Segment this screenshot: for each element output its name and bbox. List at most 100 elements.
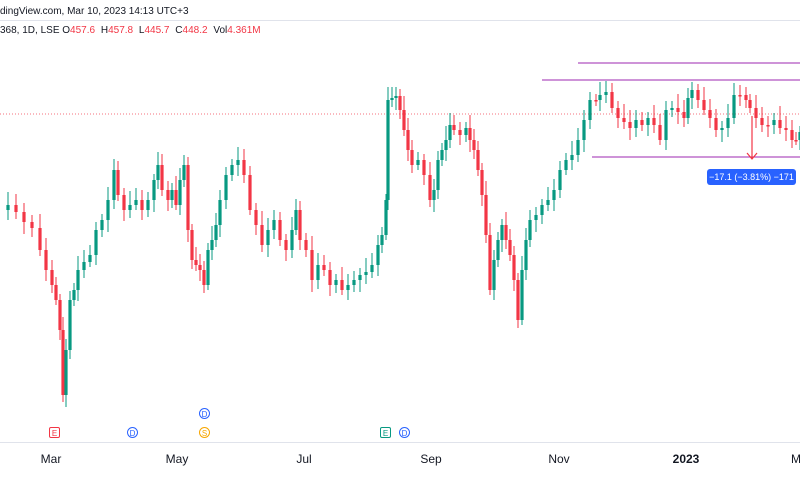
candle-body bbox=[334, 280, 338, 285]
ohlc-low-value: 445.7 bbox=[144, 25, 170, 36]
ohlc-open-label: O bbox=[62, 25, 71, 36]
candle-body bbox=[726, 118, 730, 128]
candles-group bbox=[6, 81, 800, 407]
candle-body bbox=[738, 95, 742, 97]
candle-body bbox=[512, 255, 516, 280]
candle-body bbox=[22, 212, 26, 222]
chart-source-line: dingView.com, Mar 10, 2023 14:13 UTC+3 bbox=[0, 6, 800, 20]
candle-body bbox=[588, 100, 592, 120]
candle-body bbox=[82, 262, 86, 270]
candle-body bbox=[248, 175, 252, 210]
candle-body bbox=[278, 220, 282, 240]
candle-body bbox=[658, 125, 662, 140]
candle-body bbox=[488, 235, 492, 290]
time-tick-label: Nov bbox=[548, 452, 570, 466]
candle-body bbox=[380, 235, 384, 245]
candle-body bbox=[628, 122, 632, 128]
candle-body bbox=[664, 110, 668, 140]
candle-body bbox=[766, 125, 770, 127]
candle-body bbox=[116, 170, 120, 195]
candle-body bbox=[546, 200, 550, 205]
candle-body bbox=[622, 118, 626, 122]
candle-body bbox=[422, 160, 426, 175]
candle-body bbox=[516, 280, 520, 320]
candle-body bbox=[202, 270, 206, 285]
candle-body bbox=[160, 165, 164, 190]
candle-body bbox=[100, 220, 104, 230]
candle-body bbox=[552, 190, 556, 200]
candle-body bbox=[254, 210, 258, 225]
candle-body bbox=[778, 120, 782, 128]
source-text: dingView.com, Mar 10, 2023 14:13 UTC+3 bbox=[0, 6, 189, 17]
dividend-marker-icon[interactable]: D bbox=[199, 408, 210, 419]
candle-body bbox=[224, 175, 228, 200]
candle-body bbox=[30, 222, 34, 228]
candle-body bbox=[166, 190, 170, 200]
candle-body bbox=[304, 240, 308, 250]
candle-body bbox=[452, 125, 456, 130]
candle-body bbox=[322, 265, 326, 270]
candle-body bbox=[772, 120, 776, 125]
candle-body bbox=[428, 175, 432, 200]
split-marker-icon[interactable]: S bbox=[199, 427, 210, 438]
candle-body bbox=[384, 200, 388, 235]
candle-body bbox=[290, 230, 294, 250]
candle-body bbox=[272, 220, 276, 230]
time-tick-label: 2023 bbox=[672, 452, 700, 466]
candle-body bbox=[134, 200, 138, 205]
candle-body bbox=[676, 108, 680, 112]
candle-body bbox=[634, 120, 638, 128]
measure-arrow-head bbox=[746, 152, 758, 160]
ohlc-low-label: L bbox=[138, 25, 145, 36]
candle-body bbox=[686, 98, 690, 118]
candle-body bbox=[784, 128, 788, 130]
header-divider bbox=[0, 20, 800, 21]
candle-body bbox=[54, 285, 58, 300]
candle-body bbox=[152, 180, 156, 200]
earnings-marker-icon[interactable]: E bbox=[49, 427, 60, 438]
candle-body bbox=[528, 220, 532, 240]
candle-body bbox=[696, 90, 700, 100]
candle-body bbox=[390, 98, 394, 100]
candle-body bbox=[534, 215, 538, 220]
candle-body bbox=[508, 240, 512, 255]
candle-body bbox=[128, 205, 132, 210]
candle-body bbox=[284, 240, 288, 250]
candle-body bbox=[448, 125, 452, 140]
candle-body bbox=[492, 260, 496, 290]
time-tick-label: Mar bbox=[40, 452, 62, 466]
time-axis[interactable]: Mar May Jul Sep Nov 2023 M bbox=[0, 442, 800, 477]
candle-body bbox=[242, 160, 246, 175]
candle-body bbox=[198, 265, 202, 270]
candle-body bbox=[790, 130, 794, 140]
candle-body bbox=[504, 225, 508, 240]
candle-body bbox=[122, 195, 126, 210]
candle-body bbox=[720, 128, 724, 130]
earnings-marker-icon[interactable]: E bbox=[380, 427, 391, 438]
candle-body bbox=[94, 230, 98, 255]
candle-body bbox=[298, 210, 302, 240]
dividend-marker-icon[interactable]: D bbox=[399, 427, 410, 438]
candle-body bbox=[186, 165, 190, 230]
candle-body bbox=[472, 140, 476, 150]
dividend-marker-icon[interactable]: D bbox=[127, 427, 138, 438]
candle-body bbox=[744, 95, 748, 100]
candle-body bbox=[88, 255, 92, 262]
candle-body bbox=[44, 250, 48, 270]
candle-body bbox=[112, 170, 116, 200]
candle-body bbox=[732, 95, 736, 118]
candle-body bbox=[294, 210, 298, 230]
time-tick-label: M bbox=[791, 452, 800, 466]
candle-body bbox=[394, 96, 398, 98]
candle-body bbox=[406, 130, 410, 150]
ohlc-volume-value: 4.361M bbox=[227, 25, 261, 36]
candle-body bbox=[564, 160, 568, 170]
ohlc-high-value: 457.8 bbox=[108, 25, 134, 36]
candle-body bbox=[50, 270, 54, 285]
candlestick-chart[interactable] bbox=[0, 0, 800, 442]
candle-body bbox=[500, 225, 504, 240]
ohlc-open-value: 457.6 bbox=[70, 25, 96, 36]
candle-body bbox=[58, 300, 62, 330]
candle-body bbox=[540, 205, 544, 215]
candle-body bbox=[524, 240, 528, 270]
